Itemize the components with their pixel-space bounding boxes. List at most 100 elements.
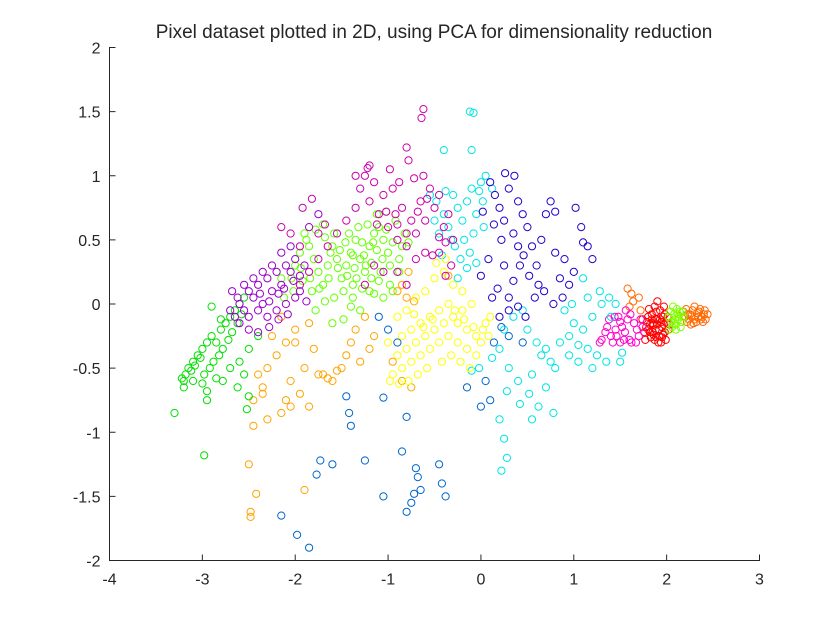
- y-tick-label: 1: [92, 169, 101, 186]
- scatter-point: [382, 207, 391, 216]
- scatter-point: [417, 113, 426, 123]
- scatter-point: [435, 306, 444, 315]
- scatter-point: [367, 274, 376, 283]
- scatter-point: [291, 325, 300, 334]
- scatter-point: [673, 310, 682, 319]
- scatter-point: [447, 351, 456, 360]
- scatter-point: [291, 255, 300, 264]
- chart-title: Pixel dataset plotted in 2D, using PCA f…: [156, 22, 713, 43]
- scatter-point: [486, 312, 495, 321]
- scatter-point: [514, 376, 523, 386]
- y-ticks: 2 1.5 1 0.5 0 -0.5 -1 -1.5 -2: [73, 41, 116, 571]
- series-group: [277, 207, 413, 328]
- scatter-point: [525, 271, 534, 280]
- scatter-point: [620, 328, 630, 337]
- scatter-point: [679, 312, 688, 321]
- y-tick-label: -2: [86, 554, 100, 571]
- scatter-point: [365, 161, 374, 170]
- scatter-point: [244, 392, 253, 401]
- scatter-point: [430, 274, 439, 283]
- scatter-point: [240, 293, 249, 302]
- scatter-point: [402, 229, 411, 238]
- scatter-point: [305, 319, 314, 328]
- scatter-point: [467, 366, 476, 375]
- scatter-point: [359, 251, 368, 260]
- scatter-point: [462, 383, 472, 392]
- scatter-point: [393, 267, 402, 276]
- scatter-point: [226, 306, 235, 315]
- scatter-point: [606, 312, 616, 321]
- scatter-point: [453, 274, 462, 283]
- scatter-point: [370, 261, 379, 270]
- scatter-point: [397, 242, 407, 251]
- scatter-point: [693, 308, 702, 318]
- scatter-point: [410, 174, 419, 183]
- scatter-point: [397, 203, 407, 212]
- series-group: [226, 210, 323, 337]
- scatter-point: [402, 412, 411, 421]
- scatter-point: [525, 389, 534, 398]
- scatter-point: [638, 323, 647, 332]
- scatter-point: [489, 220, 498, 229]
- series-group: [664, 302, 688, 334]
- scatter-point: [346, 421, 355, 430]
- scatter-point: [324, 274, 333, 283]
- scatter-point: [588, 364, 597, 373]
- scatter-point: [413, 207, 422, 216]
- x-tick-label: -3: [195, 572, 209, 589]
- scatter-point: [484, 255, 493, 264]
- scatter-point: [309, 255, 318, 264]
- scatter-point: [435, 338, 444, 347]
- scatter-point: [435, 248, 444, 257]
- scatter-point: [209, 357, 218, 366]
- scatter-point: [611, 299, 620, 309]
- scatter-point: [419, 323, 428, 332]
- scatter-point: [509, 312, 518, 321]
- scatter-point: [460, 235, 469, 244]
- scatter-point: [341, 238, 350, 247]
- scatter-point: [287, 274, 296, 283]
- scatter-point: [425, 312, 434, 321]
- scatter-point: [378, 255, 387, 264]
- scatter-point: [476, 271, 485, 280]
- scatter-point: [565, 351, 574, 360]
- scatter-point: [212, 338, 221, 347]
- scatter-point: [495, 203, 504, 212]
- scatter-point: [700, 306, 709, 315]
- scatter-point: [272, 267, 281, 276]
- scatter-point: [687, 311, 696, 320]
- scatter-point: [423, 364, 432, 373]
- scatter-point: [196, 353, 205, 362]
- scatter-point: [235, 357, 244, 366]
- scatter-point: [311, 306, 320, 315]
- scatter-point: [356, 306, 365, 315]
- scatter-point: [523, 325, 532, 334]
- scatter-point: [515, 261, 525, 270]
- scatter-point: [384, 223, 393, 232]
- scatter-point: [372, 220, 381, 229]
- scatter-point: [574, 340, 583, 350]
- scatter-point: [502, 387, 511, 396]
- series-group: [277, 105, 458, 289]
- scatter-point: [435, 233, 444, 242]
- scatter-point: [500, 434, 509, 443]
- scatter-point: [305, 402, 314, 411]
- scatter-point: [407, 216, 416, 225]
- scatter-point: [407, 325, 416, 334]
- scatter-point: [626, 310, 635, 319]
- scatter-point: [540, 287, 549, 296]
- scatter-point: [605, 293, 614, 302]
- scatter-point: [393, 235, 402, 244]
- scatter-point: [218, 344, 227, 353]
- scatter-point: [439, 319, 448, 328]
- scatter-point: [425, 184, 434, 193]
- scatter-point: [458, 216, 467, 225]
- scatter-point: [527, 370, 537, 379]
- scatter-point: [565, 280, 574, 289]
- scatter-point: [532, 338, 541, 347]
- scatter-point: [277, 408, 286, 418]
- scatter-point: [207, 302, 216, 311]
- scatter-point: [476, 338, 485, 347]
- scatter-point: [202, 338, 212, 347]
- scatter-point: [644, 305, 654, 314]
